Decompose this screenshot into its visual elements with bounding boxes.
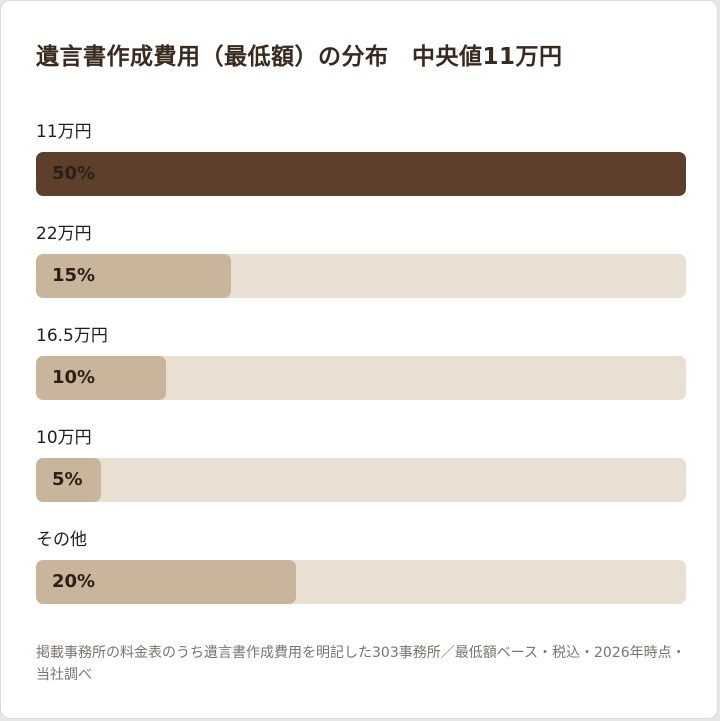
category-label: 10万円	[36, 428, 92, 448]
bar-track: 10%	[36, 356, 686, 400]
data-label: 20%	[52, 571, 96, 592]
category-label: その他	[36, 530, 87, 550]
bar-track: 20%	[36, 560, 686, 604]
bar-track: 5%	[36, 458, 686, 502]
bar-track: 50%	[36, 152, 686, 196]
chart-title: 遺言書作成費用（最低額）の分布 中央値11万円	[36, 44, 563, 70]
bar-track: 15%	[36, 254, 686, 298]
category-label: 22万円	[36, 224, 92, 244]
bar	[36, 254, 231, 298]
data-label: 50%	[52, 163, 96, 184]
bar	[36, 152, 686, 196]
category-label: 16.5万円	[36, 326, 108, 346]
bar	[36, 560, 296, 604]
data-label: 10%	[52, 367, 96, 388]
data-label: 15%	[52, 265, 96, 286]
bar	[36, 458, 101, 502]
bar	[36, 356, 166, 400]
chart-footnote: 掲載事務所の料金表のうち遺言書作成費用を明記した303事務所／最低額ベース・税込…	[36, 645, 686, 683]
category-label: 11万円	[36, 122, 92, 142]
data-label: 5%	[52, 469, 83, 490]
